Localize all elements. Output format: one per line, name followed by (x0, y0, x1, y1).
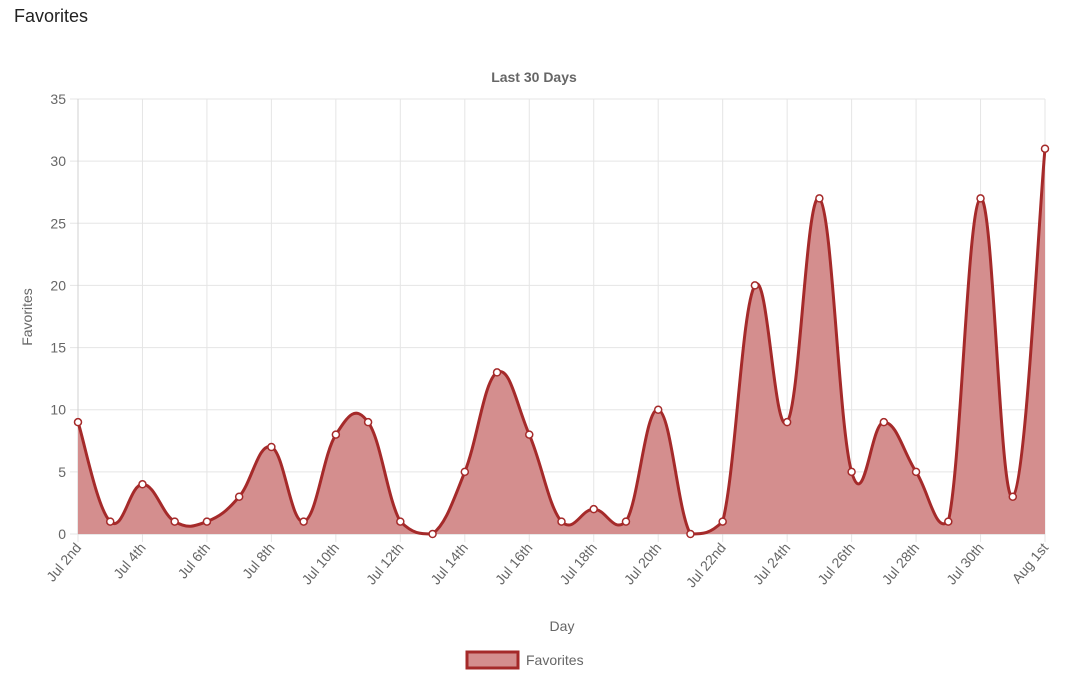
data-point[interactable] (138, 480, 147, 489)
data-point[interactable] (718, 517, 727, 526)
y-axis-ticks: 0 5 10 15 20 25 30 35 (50, 91, 66, 542)
y-tick-label: 35 (50, 91, 66, 107)
data-point[interactable] (299, 517, 308, 526)
data-point[interactable] (267, 442, 276, 452)
x-tick-label: Jul 26th (814, 540, 858, 588)
data-points (73, 144, 1050, 539)
y-axis-label: Favorites (19, 288, 35, 346)
y-tick-label: 10 (50, 402, 66, 418)
legend[interactable]: Favorites (465, 650, 584, 670)
legend-swatch (465, 650, 520, 670)
y-tick-label: 15 (50, 340, 66, 356)
y-tick-label: 20 (50, 277, 66, 293)
x-tick-label: Jul 4th (110, 540, 149, 582)
y-tick-label: 0 (58, 526, 66, 542)
page-title: Favorites (14, 6, 89, 26)
x-tick-label: Jul 18th (556, 540, 600, 588)
data-point[interactable] (944, 517, 953, 526)
area-layer (76, 148, 1047, 536)
y-tick-label: 5 (58, 464, 66, 480)
data-point[interactable] (396, 517, 405, 526)
x-tick-label: Jul 28th (879, 540, 923, 588)
x-tick-label: Jul 6th (174, 540, 213, 582)
data-point[interactable] (363, 417, 373, 427)
data-point[interactable] (782, 417, 792, 427)
data-point[interactable] (589, 504, 598, 514)
y-tick-label: 25 (50, 215, 66, 231)
data-point[interactable] (879, 417, 889, 427)
data-point[interactable] (331, 430, 341, 439)
data-point[interactable] (1040, 144, 1050, 153)
data-point[interactable] (815, 194, 824, 203)
data-point[interactable] (460, 467, 470, 477)
data-point[interactable] (170, 517, 179, 526)
x-tick-label: Jul 20th (621, 540, 665, 588)
x-tick-label: Jul 16th (492, 540, 536, 588)
x-tick-label: Jul 24th (750, 540, 794, 588)
data-point[interactable] (234, 492, 244, 501)
x-tick-label: Jul 12th (363, 540, 407, 588)
data-point[interactable] (976, 194, 985, 203)
data-point[interactable] (621, 517, 631, 526)
data-point[interactable] (911, 467, 921, 477)
y-tick-label: 30 (50, 153, 66, 169)
x-tick-label: Jul 10th (298, 540, 342, 588)
data-point[interactable] (525, 430, 534, 439)
legend-label: Favorites (526, 652, 584, 668)
data-point[interactable] (105, 517, 115, 526)
x-tick-label: Jul 22nd (683, 540, 729, 591)
x-tick-label: Aug 1st (1009, 540, 1052, 587)
data-point[interactable] (750, 281, 760, 290)
x-tick-label: Jul 8th (239, 540, 278, 582)
data-point[interactable] (1008, 492, 1018, 501)
x-tick-label: Jul 30th (943, 540, 987, 588)
data-point[interactable] (428, 529, 437, 539)
data-point[interactable] (847, 467, 856, 477)
data-point[interactable] (202, 517, 212, 526)
x-axis-ticks: Jul 2nd Jul 4th Jul 6th Jul 8th Jul 10th Jul … (43, 540, 1051, 591)
x-tick-label: Jul 14th (427, 540, 471, 588)
data-point[interactable] (492, 368, 502, 377)
data-point[interactable] (73, 417, 83, 427)
x-axis-label: Day (550, 618, 575, 634)
x-tick-label: Jul 2nd (43, 540, 84, 585)
data-point[interactable] (557, 517, 566, 526)
series-area (78, 148, 1045, 534)
data-point[interactable] (686, 529, 695, 539)
series-line (76, 148, 1047, 536)
data-point[interactable] (653, 405, 663, 414)
chart-title: Last 30 Days (491, 69, 577, 85)
